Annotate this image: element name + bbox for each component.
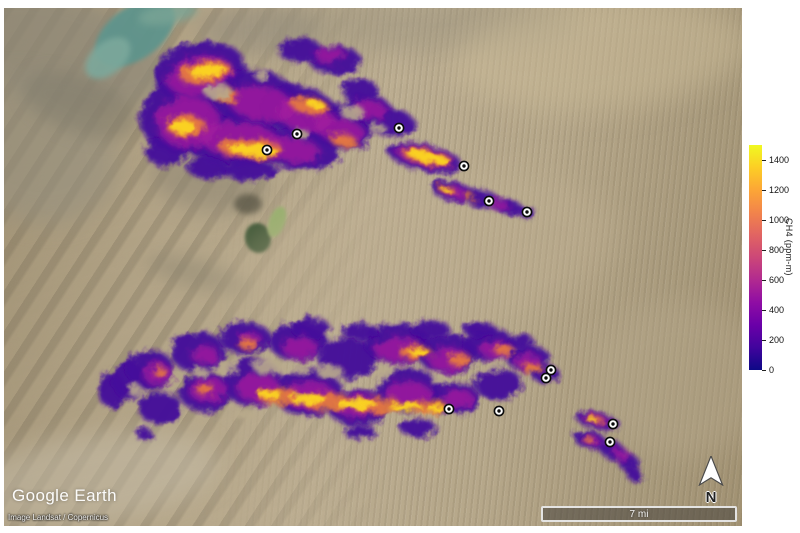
colorbar-tick: [762, 190, 766, 191]
map-canvas: [4, 8, 742, 526]
north-arrow-icon: [698, 454, 724, 487]
plume-origin-marker[interactable]: [604, 436, 616, 448]
colorbar-tick: [762, 220, 766, 221]
satellite-map[interactable]: Google Earth Image Landsat / Copernicus …: [4, 8, 742, 526]
colorbar-tick: [762, 160, 766, 161]
colorbar-gradient: [749, 145, 762, 370]
north-label: N: [705, 489, 717, 506]
colorbar-tick: [762, 250, 766, 251]
colorbar-tick-label: 1200: [769, 185, 790, 195]
colorbar-tick-label: 0: [769, 365, 775, 375]
plume-origin-marker[interactable]: [261, 144, 273, 156]
plume-origin-marker[interactable]: [458, 160, 470, 172]
plume-origin-marker[interactable]: [545, 364, 557, 376]
plume-east-small-plume-b: [573, 430, 642, 482]
colorbar-axis-label: CH4 (ppm-m): [784, 218, 794, 276]
north-compass[interactable]: N: [696, 454, 726, 506]
plume-origin-marker[interactable]: [393, 122, 405, 134]
plume-north-plume: [140, 38, 463, 181]
colorbar-tick-label: 600: [769, 275, 785, 285]
colorbar-tick: [762, 280, 766, 281]
colorbar-tick-label: 800: [769, 245, 785, 255]
colorbar-tick-label: 1000: [769, 215, 790, 225]
colorbar-tick: [762, 310, 766, 311]
scale-bar: 7 mi: [541, 506, 737, 522]
plume-origin-marker[interactable]: [483, 195, 495, 207]
plume-origin-marker[interactable]: [493, 405, 505, 417]
plume-origin-marker[interactable]: [291, 128, 303, 140]
colorbar-tick: [762, 340, 766, 341]
plume-east-small-plume-a: [575, 411, 620, 430]
colorbar-tick-label: 400: [769, 305, 785, 315]
google-earth-logo: Google Earth: [12, 486, 117, 505]
terrain-features: [4, 8, 742, 526]
colorbar-panel: 0 200 400 600 800 1000 1200 1400 CH4 (ppm-m): [742, 0, 800, 533]
scale-bar-label: 7 mi: [629, 508, 649, 520]
methane-plume-overlay: [98, 38, 642, 482]
plume-origin-marker[interactable]: [521, 206, 533, 218]
map-attribution: Image Landsat / Copernicus: [8, 513, 109, 522]
plume-south-plume: [98, 318, 559, 440]
plume-origin-marker[interactable]: [540, 372, 552, 384]
plume-origin-marker[interactable]: [607, 418, 619, 430]
plume-origin-marker[interactable]: [443, 403, 455, 415]
colorbar-tick-label: 200: [769, 335, 785, 345]
plume-origin-markers: [261, 122, 619, 448]
colorbar-tick-label: 1400: [769, 155, 790, 165]
colorbar-tick: [762, 370, 766, 371]
